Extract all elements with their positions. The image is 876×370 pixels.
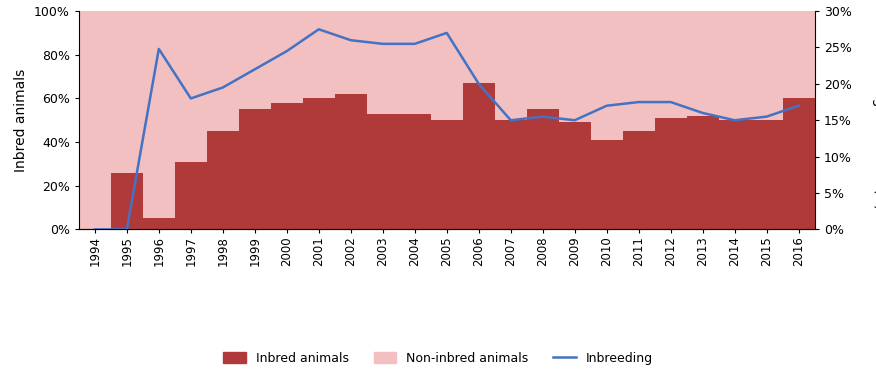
Bar <box>559 11 590 229</box>
Bar <box>590 11 623 229</box>
Bar <box>303 98 335 229</box>
Bar <box>526 11 559 229</box>
Bar <box>654 11 687 229</box>
Bar <box>782 98 815 229</box>
Bar <box>431 11 463 229</box>
Bar <box>751 11 782 229</box>
Y-axis label: Inbreeding coefficient (Fᵢ): Inbreeding coefficient (Fᵢ) <box>872 31 876 209</box>
Bar <box>623 11 654 229</box>
Bar <box>143 218 175 229</box>
Bar <box>654 118 687 229</box>
Bar <box>687 116 718 229</box>
Bar <box>463 83 495 229</box>
Bar <box>367 11 399 229</box>
Bar <box>271 103 303 229</box>
Bar <box>367 114 399 229</box>
Bar <box>623 131 654 229</box>
Bar <box>239 11 271 229</box>
Bar <box>718 120 751 229</box>
Bar <box>495 11 526 229</box>
Bar <box>207 11 239 229</box>
Bar <box>335 11 367 229</box>
Bar <box>79 11 111 229</box>
Bar <box>399 11 431 229</box>
Bar <box>559 122 590 229</box>
Bar <box>239 110 271 229</box>
Bar <box>526 110 559 229</box>
Bar <box>335 94 367 229</box>
Bar <box>175 11 207 229</box>
Bar <box>207 131 239 229</box>
Legend: Inbred animals, Non-inbred animals, Inbreeding: Inbred animals, Non-inbred animals, Inbr… <box>217 346 659 370</box>
Bar <box>111 173 143 229</box>
Bar <box>463 11 495 229</box>
Bar <box>782 11 815 229</box>
Bar <box>271 11 303 229</box>
Bar <box>751 120 782 229</box>
Bar <box>303 11 335 229</box>
Bar <box>687 11 718 229</box>
Bar <box>718 11 751 229</box>
Bar <box>590 140 623 229</box>
Bar <box>399 114 431 229</box>
Bar <box>175 162 207 229</box>
Bar <box>143 11 175 229</box>
Bar <box>495 120 526 229</box>
Bar <box>111 11 143 229</box>
Bar <box>431 120 463 229</box>
Y-axis label: Inbred animals: Inbred animals <box>14 68 28 172</box>
